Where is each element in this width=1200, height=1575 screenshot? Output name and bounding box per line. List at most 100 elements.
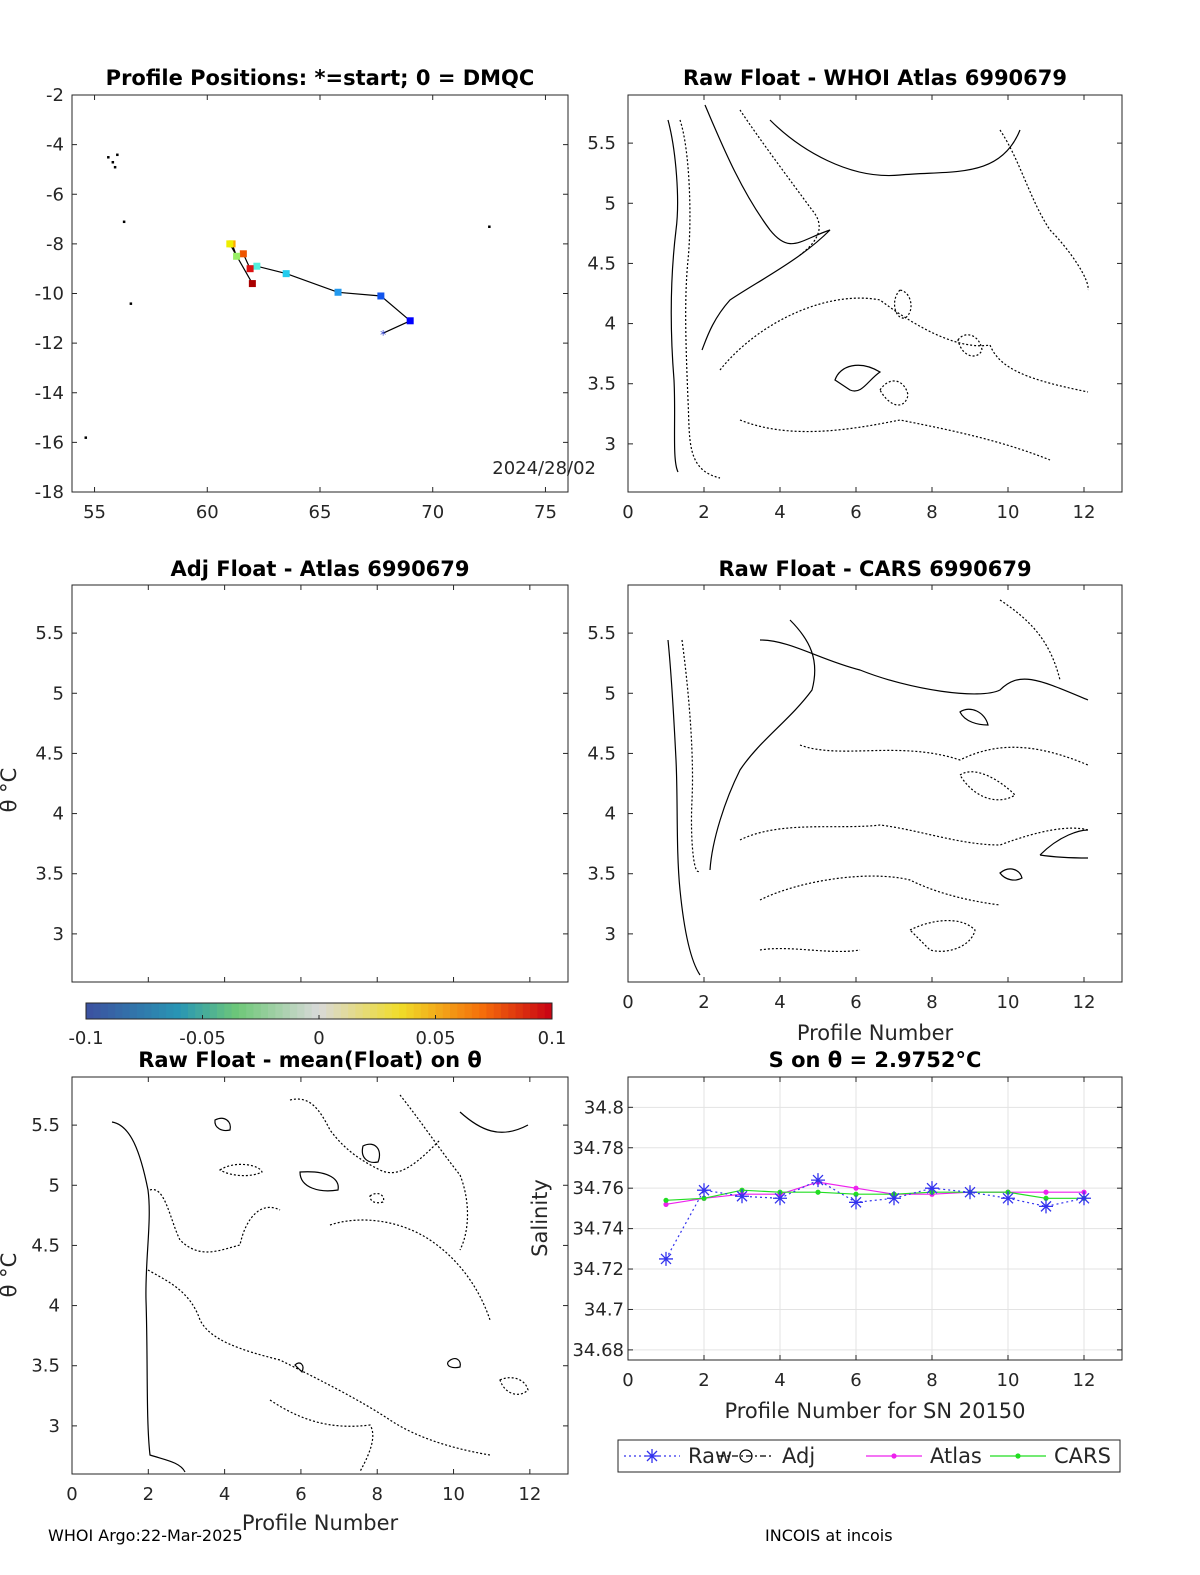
colorbar-swatch: [406, 1003, 415, 1019]
island-dot: [488, 225, 491, 229]
profile-position-marker: [334, 288, 342, 296]
colorbar-tick-label: -0.05: [179, 1028, 226, 1049]
y-tick-label: 5.5: [587, 623, 616, 644]
y-tick-label: -14: [35, 383, 64, 404]
y-tick-label: 3.5: [35, 864, 64, 885]
series-point-raw: [1001, 1191, 1015, 1206]
colorbar-swatch: [224, 1003, 233, 1019]
colorbar-swatch: [209, 1003, 218, 1019]
y-tick-label: 5: [605, 193, 616, 214]
colorbar-swatch: [384, 1003, 393, 1019]
colorbar-swatch: [238, 1003, 247, 1019]
y-tick-label: -12: [35, 333, 64, 354]
colorbar-swatch: [399, 1003, 407, 1019]
salinity-axes: [627, 1076, 1123, 1361]
y-tick-label: 5: [605, 683, 616, 704]
series-point-cars: [663, 1197, 669, 1203]
y-tick-label: 4: [605, 804, 616, 825]
series-line-cars: [665, 1189, 1084, 1201]
x-tick-label: 4: [219, 1484, 230, 1505]
colorbar-swatch: [202, 1003, 211, 1019]
adj-atlas-title: Adj Float - Atlas 6990679: [170, 557, 469, 581]
x-tick-label: 70: [421, 502, 444, 523]
x-tick-label: 0: [622, 1370, 633, 1391]
legend-marker-raw: [645, 1449, 659, 1463]
x-tick-label: 0: [622, 502, 633, 523]
map-panel: Profile Positions: *=start; 0 = DMQC 55 6…: [35, 66, 596, 523]
island-dot: [84, 436, 88, 439]
x-tick-label: 2: [143, 1484, 154, 1505]
raw-atlas-axes: [627, 94, 1123, 493]
island-dot: [111, 160, 115, 164]
colorbar-swatch: [377, 1003, 385, 1019]
y-tick-label: -8: [46, 234, 64, 255]
raw-cars-xlabel: Profile Number: [797, 1021, 954, 1045]
island-dot: [113, 165, 117, 169]
profile-position-marker: [246, 265, 254, 273]
profile-position-marker: [377, 292, 385, 300]
adj-atlas-axes: [71, 584, 569, 983]
salinity-xlabel: Profile Number for SN 20150: [724, 1399, 1025, 1423]
adj-atlas-panel: Adj Float - Atlas 6990679 3 3.5 4 4.5 5 5.5 θ…: [0, 557, 569, 983]
series-point-cars: [853, 1191, 859, 1197]
y-tick-label: -16: [35, 432, 64, 453]
salinity-panel: S on θ = 2.9752°C 0 2 4 6 8 10 12 34.68 34.7 34.7…: [528, 1048, 1123, 1473]
colorbar-tick-label: 0.1: [538, 1028, 567, 1049]
colorbar-swatch: [289, 1003, 298, 1019]
y-tick-label: 34.72: [572, 1259, 624, 1280]
x-tick-label: 8: [926, 992, 937, 1013]
y-tick-label: 34.8: [584, 1097, 624, 1118]
colorbar-swatch: [144, 1003, 152, 1019]
raw-atlas-panel: Raw Float - WHOI Atlas 6990679 0 2 4 6 8 10 12…: [587, 66, 1123, 523]
y-tick-label: 3.5: [587, 864, 616, 885]
y-tick-label: 3: [49, 1416, 60, 1437]
colorbar-swatch: [195, 1003, 203, 1019]
colorbar-swatch: [457, 1003, 466, 1019]
series-point-cars: [701, 1195, 707, 1201]
footer-left: WHOI Argo:22-Mar-2025: [48, 1526, 243, 1545]
map-date-annotation: 2024/28/02: [492, 458, 596, 479]
colorbar-swatch: [115, 1003, 123, 1019]
colorbar-swatch: [501, 1003, 509, 1019]
float-track-line: [228, 243, 412, 334]
raw-atlas-contours: [667, 104, 1089, 479]
y-tick-label: 3.5: [587, 374, 616, 395]
colorbar-swatch: [187, 1003, 196, 1019]
y-tick-label: 5: [49, 1175, 60, 1196]
raw-atlas-title: Raw Float - WHOI Atlas 6990679: [683, 66, 1067, 90]
colorbar-swatch: [151, 1003, 160, 1019]
island-dot: [116, 153, 119, 157]
island-dot: [122, 220, 126, 224]
y-tick-label: 4.5: [587, 743, 616, 764]
colorbar-swatch: [530, 1003, 538, 1019]
y-tick-label: 4: [53, 804, 64, 825]
profile-position-marker: [248, 280, 256, 288]
colorbar-swatch: [362, 1003, 371, 1019]
raw-mean-ylabel: θ °C: [0, 1253, 21, 1298]
colorbar-swatch: [136, 1003, 145, 1019]
colorbar-swatch: [369, 1003, 378, 1019]
x-tick-label: 2: [698, 502, 709, 523]
colorbar-swatch: [217, 1003, 225, 1019]
x-tick-label: 6: [850, 992, 861, 1013]
series-point-raw: [811, 1173, 825, 1188]
x-tick-label: 12: [518, 1484, 541, 1505]
legend-label-adj: Adj: [782, 1444, 815, 1468]
colorbar-swatch: [333, 1003, 342, 1019]
colorbar-swatch: [420, 1003, 429, 1019]
colorbar-swatch: [297, 1003, 305, 1019]
colorbar-swatch: [107, 1003, 116, 1019]
x-tick-label: 2: [698, 1370, 709, 1391]
y-tick-label: 34.76: [572, 1178, 624, 1199]
island-dot: [129, 302, 133, 305]
raw-cars-axes: [627, 584, 1123, 983]
legend-marker-cars: [1015, 1453, 1021, 1459]
series-point-raw: [1039, 1199, 1053, 1214]
y-tick-label: 5: [53, 683, 64, 704]
y-tick-label: 3.5: [31, 1356, 60, 1377]
colorbar-swatch: [173, 1003, 182, 1019]
x-tick-label: 2: [698, 992, 709, 1013]
colorbar-swatch: [435, 1003, 444, 1019]
x-tick-label: 4: [774, 502, 785, 523]
y-tick-label: 34.7: [584, 1299, 624, 1320]
